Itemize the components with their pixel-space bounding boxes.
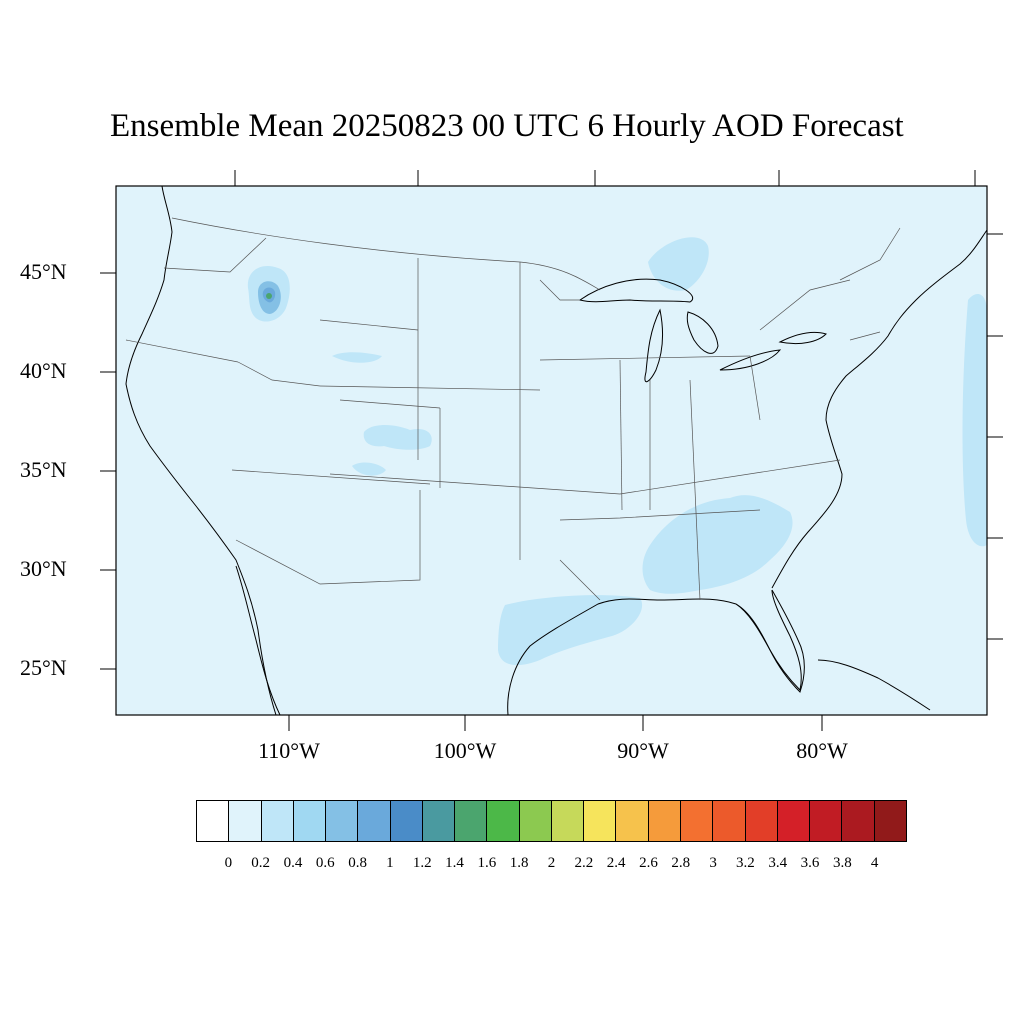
colorbar-swatch xyxy=(326,801,359,841)
colorbar-swatch xyxy=(680,801,714,841)
lake-michigan xyxy=(644,308,664,383)
aod-plume-idaho-max xyxy=(266,293,272,299)
lat-label-25n: 25°N xyxy=(20,655,67,680)
tick-marks xyxy=(100,170,1003,731)
colorbar-swatch xyxy=(261,801,294,841)
colorbar-tick-label: 1.4 xyxy=(445,855,464,871)
colorbar-swatch xyxy=(358,801,391,841)
colorbar-swatch xyxy=(810,801,843,841)
aod-plume-ontario xyxy=(648,237,709,291)
lake-ontario xyxy=(778,331,827,345)
colorbar-tick-label: 1.2 xyxy=(412,855,432,871)
colorbar-tick-label: 0 xyxy=(224,855,233,871)
coastlines xyxy=(125,185,988,716)
colorbar-swatch xyxy=(551,801,585,841)
lon-label-100w: 100°W xyxy=(433,738,497,763)
colorbar-tick-label: 1.6 xyxy=(477,855,497,871)
lake-erie xyxy=(719,349,782,371)
great-lakes xyxy=(578,278,827,383)
lon-label-110w: 110°W xyxy=(258,738,320,763)
lake-huron xyxy=(686,311,719,354)
lat-label-40n: 40°N xyxy=(20,358,67,383)
colorbar-swatch xyxy=(293,801,327,841)
colorbar-tick-label: 1.8 xyxy=(509,855,529,871)
lat-label-35n: 35°N xyxy=(20,457,67,482)
colorbar-swatch xyxy=(648,801,681,841)
aod-plume-southeast xyxy=(642,495,793,594)
colorbar-tick-label: 1 xyxy=(386,855,394,871)
gulf-coast xyxy=(507,589,802,716)
colorbar xyxy=(196,800,907,842)
colorbar-swatch xyxy=(455,801,488,841)
lat-label-45n: 45°N xyxy=(20,259,67,284)
colorbar-tick-label: 3.2 xyxy=(736,855,755,871)
colorbar-tick-label: 3.6 xyxy=(800,855,820,871)
colorbar-tick-label: 2.6 xyxy=(639,855,658,871)
colorbar-tick-label: 2.2 xyxy=(574,855,594,871)
colorbar-tick-label: 0.4 xyxy=(283,855,303,871)
colorbar-swatch xyxy=(745,801,778,841)
aod-plume-gulf xyxy=(498,595,643,666)
aod-plume-atlantic xyxy=(962,294,987,547)
cuba xyxy=(817,659,931,711)
colorbar-swatch xyxy=(422,801,456,841)
florida xyxy=(735,589,805,693)
aod-plume-utah xyxy=(352,462,386,476)
colorbar-swatch xyxy=(584,801,617,841)
colorbar-swatch xyxy=(842,801,875,841)
colorbar-tick-label: 2 xyxy=(547,855,556,871)
pacific-coast xyxy=(125,185,277,716)
colorbar-swatch xyxy=(487,801,520,841)
baja-peninsula xyxy=(235,565,281,716)
colorbar-swatch xyxy=(197,801,230,841)
aod-plumes xyxy=(247,237,987,666)
colorbar-swatch xyxy=(777,801,811,841)
colorbar-tick-label: 2.8 xyxy=(671,855,691,871)
aod-plume-wyoming xyxy=(332,352,382,363)
colorbar-swatch xyxy=(616,801,649,841)
map-title: Ensemble Mean 20250823 00 UTC 6 Hourly A… xyxy=(110,108,904,144)
colorbar-swatch xyxy=(874,801,906,841)
lon-label-90w: 90°W xyxy=(617,738,669,763)
colorbar-tick-label: 3 xyxy=(709,855,717,871)
colorbar-tick-label: 3.4 xyxy=(768,855,788,871)
colorbar-tick-label: 2.4 xyxy=(606,855,626,871)
map-frame xyxy=(115,185,988,716)
atlantic-coast xyxy=(771,229,988,589)
colorbar-tick-label: 0.6 xyxy=(315,855,335,871)
lat-label-30n: 30°N xyxy=(20,556,67,581)
colorbar-tick-label: 4 xyxy=(870,855,879,871)
colorbar-swatch xyxy=(519,801,552,841)
colorbar-swatch xyxy=(229,801,262,841)
state-borders xyxy=(125,217,901,601)
colorbar-tick-label: 0.8 xyxy=(348,855,367,871)
canada-border xyxy=(171,217,601,291)
colorbar-tick-label: 0.2 xyxy=(251,855,270,871)
lon-label-80w: 80°W xyxy=(796,738,848,763)
colorbar-swatch xyxy=(713,801,746,841)
colorbar-swatch xyxy=(390,801,423,841)
lake-superior xyxy=(578,278,693,303)
aod-plume-colorado xyxy=(363,425,432,450)
colorbar-tick-label: 3.8 xyxy=(832,855,852,871)
